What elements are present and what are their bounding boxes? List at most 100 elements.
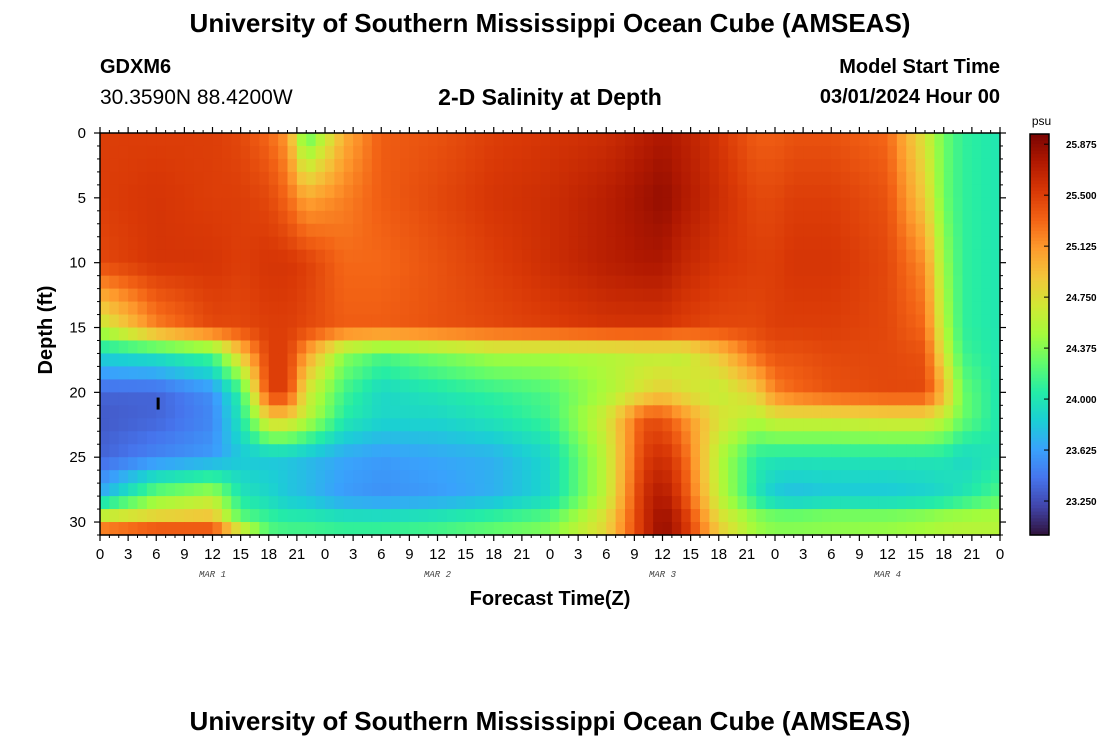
heatmap-cell: [446, 133, 457, 147]
heatmap-cell: [296, 197, 307, 212]
heatmap-cell: [896, 236, 907, 251]
heatmap-cell: [962, 301, 973, 316]
heatmap-cell: [953, 301, 964, 316]
heatmap-cell: [793, 522, 804, 536]
colorbar-segment: [1030, 488, 1049, 493]
heatmap-cell: [643, 288, 654, 303]
heatmap-cell: [934, 483, 945, 497]
heatmap-cell: [953, 496, 964, 510]
heatmap-cell: [587, 379, 598, 393]
heatmap-cell: [128, 522, 139, 536]
heatmap-cell: [915, 392, 926, 406]
heatmap-cell: [615, 457, 626, 471]
colorbar-segment: [1030, 154, 1049, 158]
heatmap-cell: [559, 262, 570, 277]
heatmap-cell: [718, 210, 729, 225]
heatmap-cell: [662, 379, 673, 393]
heatmap-cell: [643, 405, 654, 419]
heatmap-cell: [906, 223, 917, 238]
heatmap-cell: [906, 470, 917, 484]
heatmap-cell: [690, 262, 701, 277]
heatmap-cell: [231, 327, 242, 342]
heatmap-cell: [775, 405, 785, 419]
heatmap-cell: [831, 509, 842, 523]
heatmap-cell: [250, 301, 260, 316]
heatmap-cell: [615, 301, 626, 316]
heatmap-cell: [896, 262, 907, 277]
heatmap-cell: [278, 470, 289, 484]
heatmap-cell: [371, 418, 382, 432]
heatmap-cell: [390, 223, 401, 238]
heatmap-cell: [456, 262, 467, 277]
heatmap-cell: [831, 392, 842, 406]
heatmap-cell: [540, 327, 551, 342]
heatmap-cell: [559, 133, 570, 147]
heatmap-cell: [737, 314, 748, 329]
heatmap-cell: [793, 158, 804, 173]
heatmap-cell: [775, 223, 785, 238]
heatmap-cell: [737, 275, 748, 290]
heatmap-cell: [578, 223, 589, 238]
heatmap-cell: [737, 522, 748, 536]
heatmap-cell: [325, 392, 335, 406]
heatmap-cell: [175, 210, 185, 225]
heatmap-cell: [746, 133, 757, 147]
heatmap-cell: [981, 133, 992, 147]
heatmap-cell: [231, 340, 242, 355]
heatmap-cell: [137, 340, 148, 355]
heatmap-cell: [653, 353, 664, 368]
heatmap-cell: [418, 522, 429, 536]
colorbar-segment: [1030, 220, 1049, 225]
heatmap-cell: [475, 431, 485, 445]
colorbar-segment: [1030, 494, 1049, 499]
heatmap-cell: [718, 483, 729, 497]
heatmap-cell: [306, 405, 317, 419]
heatmap-cell: [100, 171, 110, 186]
heatmap-cell: [746, 210, 757, 225]
heatmap-cell: [362, 184, 373, 199]
heatmap-cell: [540, 340, 551, 355]
heatmap-cell: [362, 366, 373, 380]
heatmap-cell: [812, 262, 823, 277]
heatmap-cell: [400, 522, 410, 536]
heatmap-cell: [278, 184, 289, 199]
heatmap-cell: [737, 483, 748, 497]
colorbar-segment: [1030, 491, 1049, 496]
heatmap-cell: [175, 470, 185, 484]
heatmap-cell: [203, 340, 214, 355]
heatmap-cell: [484, 197, 495, 212]
heatmap-cell: [231, 133, 242, 147]
heatmap-cell: [531, 171, 542, 186]
heatmap-cell: [193, 340, 204, 355]
heatmap-cell: [446, 210, 457, 225]
heatmap-cell: [156, 158, 167, 173]
heatmap-cell: [503, 171, 514, 186]
heatmap-cell: [503, 483, 514, 497]
heatmap-cell: [953, 210, 964, 225]
heatmap-cell: [709, 249, 720, 264]
heatmap-cell: [268, 366, 279, 380]
heatmap-cell: [428, 158, 439, 173]
heatmap-cell: [521, 288, 532, 303]
heatmap-cell: [512, 366, 523, 380]
heatmap-cell: [803, 327, 814, 342]
heatmap-cell: [971, 457, 982, 471]
heatmap-cell: [634, 392, 645, 406]
heatmap-cell: [559, 340, 570, 355]
heatmap-cell: [831, 353, 842, 368]
heatmap-cell: [175, 483, 185, 497]
heatmap-cell: [971, 262, 982, 277]
x-tick-label: 9: [405, 546, 413, 563]
heatmap-cell: [981, 522, 992, 536]
heatmap-cell: [175, 509, 185, 523]
heatmap-cell: [475, 509, 485, 523]
heatmap-cell: [325, 522, 335, 536]
heatmap-cell: [465, 301, 476, 316]
heatmap-cell: [493, 470, 504, 484]
heatmap-cell: [559, 327, 570, 342]
heatmap-cell: [540, 431, 551, 445]
heatmap-cell: [231, 457, 242, 471]
heatmap-cell: [409, 522, 420, 536]
heatmap-cell: [250, 210, 260, 225]
heatmap-cell: [662, 431, 673, 445]
